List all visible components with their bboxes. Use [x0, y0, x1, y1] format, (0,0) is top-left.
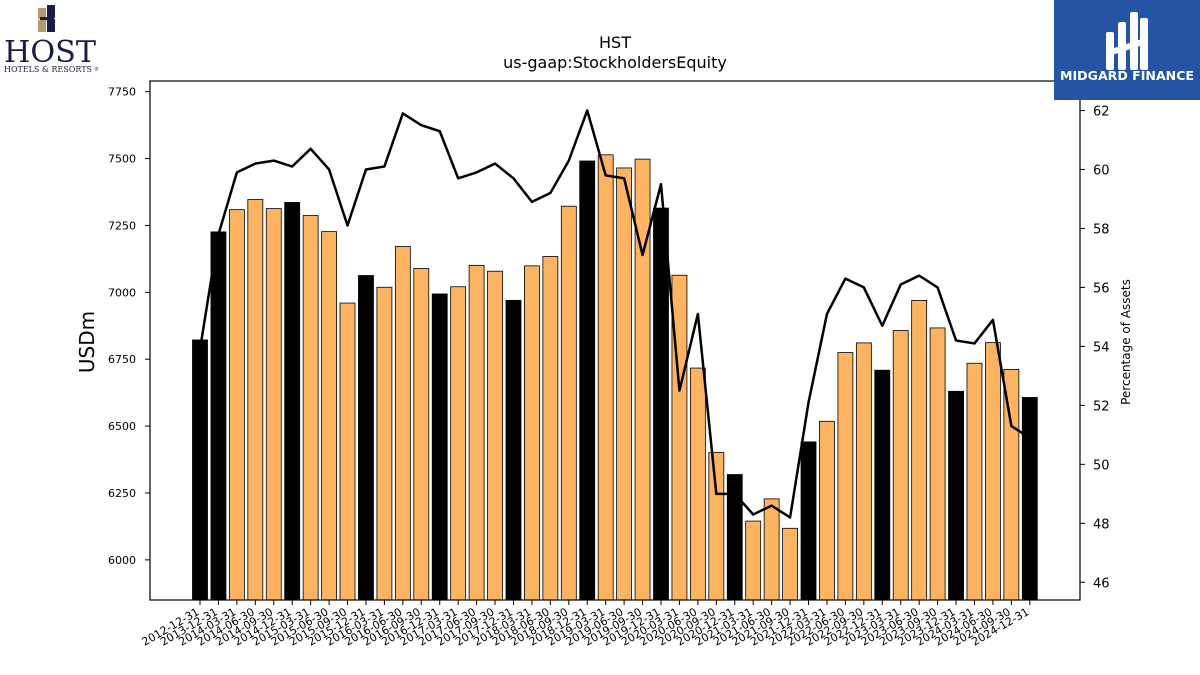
bar	[800, 441, 817, 601]
bar	[837, 352, 854, 601]
midgard-logo-text: MIDGARD FINANCE	[1060, 69, 1194, 83]
y2-tick-label: 46	[1093, 576, 1110, 591]
midgard-logo-mark-icon	[1106, 12, 1148, 70]
bar-series	[192, 154, 1038, 601]
bar	[1003, 368, 1020, 601]
midgard-finance-logo: MIDGARD FINANCE	[1054, 0, 1200, 100]
host-logo-graphic: HOST HOTELS & RESORTS ®	[4, 5, 99, 74]
y2-tick-label: 58	[1093, 222, 1110, 237]
left-axis-label: USDm	[75, 311, 99, 373]
bar	[450, 286, 467, 601]
y-tick-label: 6750	[108, 353, 136, 366]
bar	[874, 369, 891, 601]
bar	[487, 270, 503, 601]
bar	[560, 205, 577, 601]
host-logo-text: HOST	[4, 35, 96, 70]
bar	[708, 452, 725, 601]
bar	[855, 342, 872, 601]
bar	[339, 302, 356, 601]
host-logo-subtext: HOTELS & RESORTS	[4, 65, 92, 74]
percentage-line	[198, 109, 1031, 519]
y-tick-label: 6250	[108, 487, 136, 500]
bar	[985, 342, 1001, 601]
y-tick-label: 7250	[108, 219, 136, 232]
bar	[579, 160, 596, 601]
bar	[284, 202, 301, 601]
line-series	[198, 109, 1031, 519]
bar	[634, 158, 651, 601]
bar	[358, 275, 374, 601]
chart-subtitle: us-gaap:StockholdersEquity	[503, 53, 727, 72]
y2-tick-label: 52	[1093, 399, 1110, 414]
bar	[597, 154, 614, 601]
left-y-axis: 6000 6250 6500 6750 7000 7250 7500 7750	[108, 86, 150, 567]
bar	[542, 256, 559, 601]
y2-tick-label: 60	[1093, 163, 1110, 178]
bar	[210, 231, 227, 601]
bar	[745, 520, 762, 601]
y2-tick-label: 48	[1093, 517, 1110, 532]
y2-tick-label: 50	[1093, 458, 1110, 473]
bar	[892, 330, 909, 601]
bar	[376, 286, 393, 601]
bar	[468, 264, 485, 601]
bar	[819, 420, 835, 601]
chart-title: HST	[599, 33, 631, 52]
host-logo-registered-mark: ®	[94, 66, 99, 73]
y-tick-label: 7000	[108, 286, 136, 299]
bar	[524, 265, 540, 601]
bar	[966, 362, 983, 601]
bar	[247, 199, 264, 601]
bar	[394, 246, 411, 601]
right-y-axis: 46 48 50 52 54 56 58 60 62	[1080, 104, 1110, 591]
bar	[321, 231, 337, 601]
bar	[653, 207, 669, 601]
y-tick-label: 7750	[108, 86, 136, 99]
bar	[689, 367, 706, 601]
plot-frame	[149, 80, 1081, 601]
y-tick-label: 7500	[108, 153, 136, 166]
bar	[265, 208, 282, 601]
bar	[431, 293, 448, 601]
bar	[911, 299, 928, 601]
y-tick-label: 6500	[108, 420, 136, 433]
y2-tick-label: 54	[1093, 340, 1110, 355]
right-axis-label: Percentage of Assets	[1119, 279, 1133, 405]
bar	[413, 268, 430, 601]
y-tick-label: 6000	[108, 554, 136, 567]
x-axis: 2012-12-312013-12-312014-03-312014-06-30…	[140, 600, 1031, 649]
bar	[782, 527, 798, 601]
bar	[948, 390, 964, 601]
host-hotels-logo: HOST HOTELS & RESORTS ®	[0, 0, 110, 80]
host-logo-mark-icon	[38, 5, 55, 32]
bar	[1021, 397, 1038, 601]
bar	[616, 167, 633, 601]
bar	[763, 498, 780, 601]
midgard-logo-graphic: MIDGARD FINANCE	[1060, 12, 1194, 83]
bar	[228, 209, 245, 601]
bar	[929, 327, 946, 601]
bar	[505, 299, 522, 601]
y2-tick-label: 56	[1093, 281, 1110, 296]
y2-tick-label: 62	[1093, 104, 1110, 119]
bar	[302, 215, 319, 601]
bar	[192, 339, 208, 601]
